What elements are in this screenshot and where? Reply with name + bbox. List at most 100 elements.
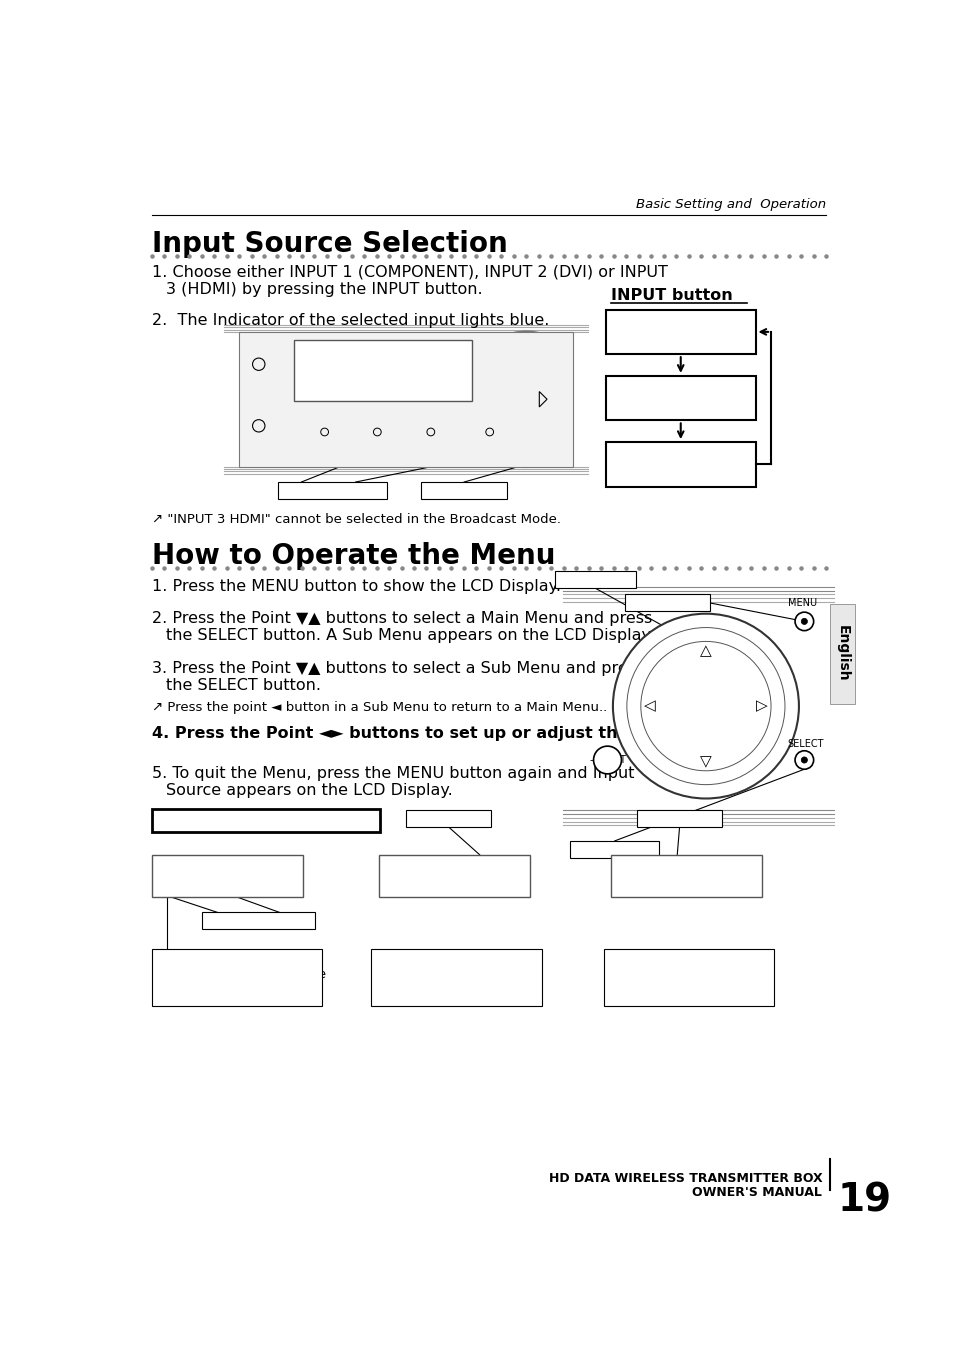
Point	[480, 558, 496, 580]
Text: ↗ Press the point ◄ button in a Sub Menu to return to a Main Menu..: ↗ Press the point ◄ button in a Sub Menu…	[152, 701, 606, 715]
Text: 3 (HDMI) by pressing the INPUT button.: 3 (HDMI) by pressing the INPUT button.	[166, 282, 482, 297]
Text: SELECT button: SELECT button	[571, 842, 658, 856]
Point	[281, 245, 296, 267]
Point	[144, 558, 159, 580]
Point	[431, 245, 446, 267]
Point	[232, 245, 247, 267]
Point	[781, 558, 796, 580]
Bar	[371, 949, 541, 1006]
Text: Source appears on the LCD Display.: Source appears on the LCD Display.	[166, 783, 452, 798]
Point	[531, 245, 546, 267]
Bar	[406, 810, 491, 827]
Point	[705, 558, 720, 580]
Point	[144, 245, 159, 267]
Text: INPUT 2
DVI: INPUT 2 DVI	[646, 380, 714, 416]
Text: INPUT button: INPUT button	[425, 483, 502, 497]
Point	[318, 558, 334, 580]
Bar	[603, 949, 773, 1006]
Point	[456, 558, 471, 580]
Point	[169, 558, 184, 580]
Point	[718, 245, 733, 267]
Text: Point button: Point button	[558, 573, 631, 586]
Text: Page Number: Page Number	[408, 812, 488, 825]
Point	[818, 558, 833, 580]
Point	[668, 558, 683, 580]
Text: Selected Mode: Selected Mode	[158, 955, 251, 968]
Text: [B]    XGA•1: [B] XGA•1	[158, 877, 248, 891]
Point	[418, 558, 434, 580]
Point	[156, 245, 172, 267]
Point	[518, 558, 534, 580]
Ellipse shape	[612, 613, 798, 799]
Point	[593, 558, 608, 580]
Point	[730, 245, 745, 267]
Point	[418, 245, 434, 267]
Bar	[637, 810, 721, 827]
Text: Input Source Selection: Input Source Selection	[152, 230, 507, 259]
Point	[643, 558, 659, 580]
Point	[656, 245, 671, 267]
Point	[294, 245, 309, 267]
Point	[656, 558, 671, 580]
Point	[693, 245, 708, 267]
Point	[381, 558, 396, 580]
Point	[818, 245, 833, 267]
Text: How to Operate the Menu: How to Operate the Menu	[152, 542, 555, 570]
Text: 1. Choose either INPUT 1 (COMPONENT), INPUT 2 (DVI) or INPUT: 1. Choose either INPUT 1 (COMPONENT), IN…	[152, 265, 667, 280]
Point	[443, 245, 458, 267]
Text: MENU: MENU	[787, 597, 817, 608]
Bar	[239, 332, 572, 467]
Bar	[829, 604, 854, 704]
Point	[331, 245, 346, 267]
Text: 5. To quit the Menu, press the MENU button again and Input: 5. To quit the Menu, press the MENU butt…	[152, 766, 634, 781]
Text: Examples of LCD Display: Examples of LCD Display	[165, 812, 367, 827]
Point	[468, 558, 483, 580]
Text: INPUT SIGNAL >>: INPUT SIGNAL >>	[158, 864, 277, 877]
Point	[793, 558, 808, 580]
Point	[593, 245, 608, 267]
Point	[605, 558, 620, 580]
Text: ▼  Adjust: ▼ Adjust	[388, 877, 456, 891]
Point	[269, 245, 284, 267]
Text: ▲  Image   2/6: ▲ Image 2/6	[388, 864, 493, 877]
Point	[568, 558, 583, 580]
Point	[668, 245, 683, 267]
Point	[456, 245, 471, 267]
Text: 3. Press the Point ▼▲ buttons to select a Sub Menu and press: 3. Press the Point ▼▲ buttons to select …	[152, 662, 643, 677]
Text: the SELECT button.: the SELECT button.	[166, 678, 320, 693]
Bar	[294, 340, 472, 401]
Text: English: English	[835, 626, 848, 682]
Text: 4. Press the Point ◄► buttons to set up or adjust the item data.: 4. Press the Point ◄► buttons to set up …	[152, 726, 726, 741]
Point	[768, 558, 783, 580]
Text: MENU button: MENU button	[628, 596, 705, 609]
Text: Bracket [  ]: Bracket [ ]	[646, 812, 712, 825]
Point	[219, 558, 234, 580]
Text: Authent⁄cation: Authent⁄cation	[617, 864, 721, 877]
Point	[381, 245, 396, 267]
Point	[631, 558, 646, 580]
Point	[580, 558, 596, 580]
Text: ▽: ▽	[700, 754, 711, 769]
Point	[219, 245, 234, 267]
Point	[394, 245, 409, 267]
Text: HD DATA WIRELESS TRANSMITTER BOX: HD DATA WIRELESS TRANSMITTER BOX	[548, 1173, 821, 1185]
Point	[781, 245, 796, 267]
Point	[431, 558, 446, 580]
Point	[443, 558, 458, 580]
Bar	[605, 310, 755, 355]
Point	[256, 558, 272, 580]
Point	[394, 558, 409, 580]
Bar	[202, 913, 314, 929]
Point	[494, 245, 509, 267]
Point	[193, 245, 209, 267]
Point	[480, 245, 496, 267]
Point	[805, 558, 821, 580]
Point	[742, 245, 758, 267]
Point	[543, 558, 558, 580]
Bar	[278, 482, 386, 500]
Point	[755, 558, 770, 580]
Text: ◄  Yes [NO]  ►: ◄ Yes [NO] ►	[617, 877, 721, 891]
Point	[369, 558, 384, 580]
Point	[244, 245, 259, 267]
Point	[742, 558, 758, 580]
